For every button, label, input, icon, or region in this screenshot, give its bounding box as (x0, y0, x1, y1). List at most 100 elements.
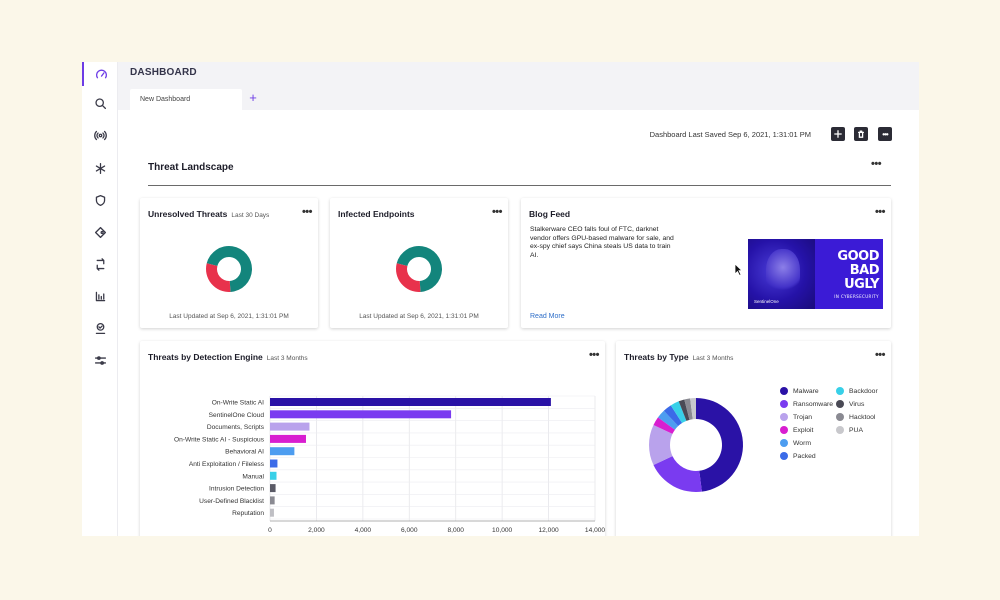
legend-label: Ransomware (793, 400, 834, 408)
legend-label: Virus (849, 400, 865, 408)
card-more-button[interactable]: ••• (301, 206, 313, 218)
donut-slice[interactable] (649, 424, 673, 466)
sidebar-item-settings[interactable] (82, 348, 118, 372)
bar[interactable] (270, 447, 295, 456)
donut-slice[interactable] (653, 417, 675, 434)
asterisk-icon (95, 162, 105, 174)
legend-item[interactable]: Malware (780, 387, 819, 395)
section-title: Threat Landscape (148, 162, 234, 173)
card-title: Threats by Type Last 3 Months (624, 352, 733, 362)
donut-slice[interactable] (653, 456, 702, 492)
bar[interactable] (270, 410, 452, 419)
donut-slice[interactable] (657, 410, 679, 430)
dashboard-content: Dashboard Last Saved Sep 6, 2021, 1:31:0… (118, 110, 919, 536)
legend-label: PUA (849, 426, 863, 434)
tick-label: 4,000 (355, 527, 372, 534)
bar[interactable] (270, 496, 275, 505)
tick-label: 14,000 (585, 527, 605, 534)
donut-slice[interactable] (678, 399, 690, 421)
blog-image[interactable]: GOOD BAD UGLY IN CYBERSECURITY SentinelO… (748, 239, 883, 309)
legend-swatch (836, 426, 844, 434)
card-subtitle: Last 30 Days (231, 212, 270, 219)
donut-slice[interactable] (684, 398, 693, 420)
card-title: Blog Feed (529, 209, 571, 219)
card-more-button[interactable]: ••• (874, 349, 886, 361)
legend-item[interactable]: Packed (780, 452, 816, 460)
delete-dashboard-button[interactable] (854, 127, 868, 141)
legend-item[interactable]: Hacktool (836, 413, 875, 421)
legend-label: Hacktool (849, 413, 876, 421)
card-subtitle: Last 3 Months (692, 355, 734, 362)
donut-slice[interactable] (663, 405, 683, 427)
bar[interactable] (270, 471, 277, 480)
add-widget-button[interactable] (831, 127, 845, 141)
sidebar-item-sync[interactable] (82, 252, 118, 276)
legend-swatch (780, 387, 788, 395)
card-more-button[interactable]: ••• (491, 206, 503, 218)
legend-item[interactable]: PUA (836, 426, 863, 434)
badge-icon (95, 322, 105, 334)
donut-slice[interactable] (396, 263, 421, 292)
sidebar-item-sentinels[interactable] (82, 123, 118, 147)
detection-engine-bar-chart: On-Write Static AI SentinelOne Cloud Docum… (174, 395, 605, 534)
sidebar-item-network[interactable] (82, 220, 118, 244)
legend-swatch (780, 426, 788, 434)
donut-slice[interactable] (690, 398, 696, 420)
category-label: Intrusion Detection (209, 486, 264, 493)
legend-item[interactable]: Virus (836, 400, 864, 408)
read-more-link[interactable]: Read More (530, 313, 565, 320)
infected-endpoints-card: Infected Endpoints ••• Last Updated at S… (330, 198, 508, 328)
sidebar-item-activity[interactable] (82, 156, 118, 180)
sidebar (82, 62, 118, 536)
legend-swatch (836, 413, 844, 421)
dashboard-more-button[interactable]: ••• (878, 127, 892, 141)
hooded-figure-shape (766, 249, 800, 295)
sliders-icon (94, 355, 106, 365)
category-label: Manual (242, 473, 264, 480)
bar[interactable] (270, 398, 551, 406)
donut-slice[interactable] (206, 246, 252, 292)
sidebar-item-shield[interactable] (82, 188, 118, 212)
card-more-button[interactable]: ••• (588, 349, 600, 361)
legend-label: Trojan (793, 413, 813, 421)
legend-item[interactable]: Exploit (780, 426, 813, 434)
legend-item[interactable]: Worm (780, 439, 811, 447)
trash-icon (857, 130, 865, 138)
category-label: On-Write Static AI (212, 400, 264, 407)
card-more-button[interactable]: ••• (874, 206, 886, 218)
search-icon (94, 97, 106, 109)
blog-image-word: BAD (849, 263, 880, 278)
tick-label: 2,000 (308, 527, 325, 534)
legend-label: Exploit (793, 426, 814, 434)
sidebar-item-automation[interactable] (82, 316, 118, 340)
legend-item[interactable]: Ransomware (780, 400, 833, 408)
add-tab-button[interactable]: + (249, 90, 257, 105)
tick-label: 6,000 (401, 527, 418, 534)
section-more-button[interactable]: ••• (871, 158, 882, 170)
bar-chart-icon (95, 291, 105, 301)
donut-slice[interactable] (206, 263, 231, 292)
bar[interactable] (270, 434, 306, 443)
sidebar-item-reports[interactable] (82, 284, 118, 308)
bar[interactable] (270, 484, 276, 493)
infected-donut (396, 246, 442, 292)
legend-item[interactable]: Trojan (780, 413, 812, 421)
donut-slice[interactable] (670, 401, 687, 424)
last-saved-text: Dashboard Last Saved Sep 6, 2021, 1:31:0… (649, 130, 811, 139)
category-label: SentinelOne Cloud (209, 412, 265, 419)
category-label: Anti Exploitation / Fileless (189, 461, 265, 468)
mouse-cursor-icon (734, 263, 743, 277)
tab-new-dashboard[interactable]: New Dashboard (130, 89, 242, 110)
sidebar-item-dashboard[interactable] (82, 62, 118, 86)
bar[interactable] (270, 422, 310, 431)
donut-slice[interactable] (696, 398, 743, 492)
detection-engine-card: Threats by Detection Engine Last 3 Months… (140, 341, 605, 536)
bar[interactable] (270, 508, 274, 517)
donut-slice[interactable] (396, 246, 442, 292)
section-divider (148, 185, 891, 186)
legend-item[interactable]: Backdoor (836, 387, 878, 395)
blog-image-panel: GOOD BAD UGLY IN CYBERSECURITY (815, 239, 883, 309)
plus-icon (834, 130, 842, 138)
sidebar-item-search[interactable] (82, 91, 118, 115)
bar[interactable] (270, 459, 278, 468)
